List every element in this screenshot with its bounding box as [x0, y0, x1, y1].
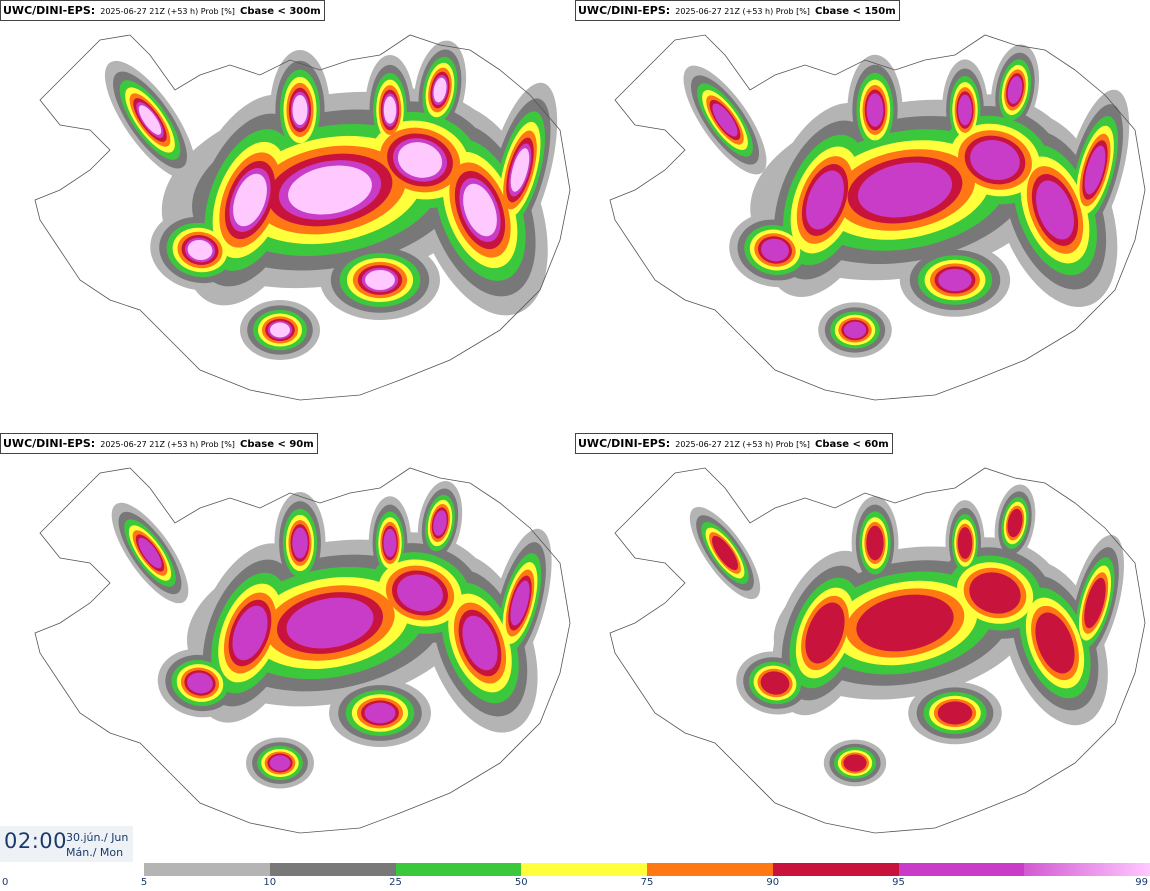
probability-contour — [187, 672, 213, 694]
colorbar-segment — [898, 863, 1025, 876]
panel-title: UWC/DINI-EPS: 2025-06-27 21Z (+53 h) Pro… — [0, 433, 318, 454]
probability-contour — [288, 165, 372, 215]
probability-contour — [233, 173, 267, 227]
probability-contour — [187, 239, 213, 261]
map-panel-cbase-150m: UWC/DINI-EPS: 2025-06-27 21Z (+53 h) Pro… — [575, 0, 1150, 432]
probability-contour — [138, 537, 162, 569]
colorbar-tick-label: 0 — [2, 877, 9, 888]
probability-contour — [138, 105, 162, 135]
colorbar-tick-label: 90 — [766, 877, 780, 888]
probability-contour — [843, 754, 867, 772]
probability-contour — [712, 103, 738, 137]
probability-contour — [957, 527, 973, 559]
probability-contour — [1036, 180, 1074, 240]
probability-contour — [711, 535, 739, 571]
probability-contour — [463, 183, 497, 237]
model-name: UWC/DINI-EPS — [578, 4, 666, 17]
model-name: UWC/DINI-EPS — [578, 437, 666, 450]
probability-contour — [433, 77, 447, 103]
probability-map — [609, 467, 1146, 834]
valid-time-box: 02:00 30.jún./ Jun Mán./ Mon — [0, 826, 133, 862]
probability-contour — [843, 321, 867, 339]
panel-title: UWC/DINI-EPS: 2025-06-27 21Z (+53 h) Pro… — [575, 0, 900, 21]
valid-date-line2: Mán./ Mon — [66, 846, 124, 859]
probability-contour — [364, 702, 396, 724]
colorbar-tick-label: 95 — [892, 877, 905, 888]
probability-contour — [270, 322, 290, 338]
run-info: 2025-06-27 21Z (+53 h) Prob [%] — [100, 7, 235, 16]
probability-contour — [433, 510, 447, 536]
run-info: 2025-06-27 21Z (+53 h) Prob [%] — [675, 440, 810, 449]
colorbar-segment — [395, 863, 522, 876]
colorbar-segment — [144, 863, 270, 876]
probability-contour — [462, 615, 498, 671]
probability-contour — [761, 238, 789, 262]
parameter-label: Cbase < 300m — [240, 6, 321, 17]
probability-contour — [1035, 612, 1075, 674]
probability-contour — [510, 580, 530, 626]
colorbar-segment — [521, 863, 647, 876]
map-panel-cbase-90m: UWC/DINI-EPS: 2025-06-27 21Z (+53 h) Pro… — [0, 433, 575, 865]
probability-contour — [856, 594, 954, 652]
probability-map — [34, 467, 571, 834]
probability-contour — [938, 268, 972, 292]
probability-contour — [232, 605, 268, 661]
probability-contour — [805, 602, 845, 664]
probability-contour — [857, 162, 953, 218]
colorbar-tick-label: 10 — [263, 877, 277, 888]
colorbar-segment — [647, 863, 773, 876]
probability-contour — [937, 701, 973, 725]
valid-time: 02:00 — [4, 829, 68, 853]
probability-contour — [969, 572, 1021, 614]
parameter-label: Cbase < 60m — [815, 439, 889, 450]
colorbar-segment — [269, 863, 396, 876]
colorbar-tick-label: 25 — [389, 877, 402, 888]
probability-contour — [510, 148, 530, 192]
colorbar-tick-label: 50 — [514, 877, 528, 888]
probability-contour — [1007, 508, 1023, 538]
probability-contour — [292, 527, 308, 559]
model-name: UWC/DINI-EPS — [3, 437, 91, 450]
panel-title: UWC/DINI-EPS: 2025-06-27 21Z (+53 h) Pro… — [0, 0, 325, 21]
run-info: 2025-06-27 21Z (+53 h) Prob [%] — [675, 7, 810, 16]
run-info: 2025-06-27 21Z (+53 h) Prob [%] — [100, 440, 235, 449]
valid-date-line1: 30.jún./ Jun — [66, 831, 129, 844]
probability-map — [609, 34, 1146, 401]
probability-contour — [292, 95, 308, 125]
probability-contour — [970, 139, 1020, 181]
probability-contour — [397, 574, 443, 612]
probability-contour — [1007, 76, 1023, 104]
valid-date: 30.jún./ Jun Mán./ Mon — [66, 830, 128, 860]
probability-contour — [1084, 577, 1106, 629]
probability-contour — [866, 525, 884, 561]
map-panel-cbase-300m: UWC/DINI-EPS: 2025-06-27 21Z (+53 h) Pro… — [0, 0, 575, 432]
colorbar-tick-label: 5 — [140, 877, 148, 888]
colorbar-tick-label: 99 — [1135, 877, 1148, 888]
probability-contour — [383, 528, 397, 558]
probability-contour — [1084, 145, 1106, 195]
parameter-label: Cbase < 150m — [815, 6, 896, 17]
probability-contour — [383, 96, 397, 124]
probability-contour — [760, 671, 790, 695]
probability-colorbar — [144, 863, 1150, 876]
map-panel-cbase-60m: UWC/DINI-EPS: 2025-06-27 21Z (+53 h) Pro… — [575, 433, 1150, 865]
probability-contour — [397, 142, 443, 178]
probability-contour — [958, 94, 972, 126]
probability-contour — [866, 93, 884, 127]
panel-title: UWC/DINI-EPS: 2025-06-27 21Z (+53 h) Pro… — [575, 433, 893, 454]
colorbar-segment — [772, 863, 899, 876]
probability-contour — [269, 755, 291, 771]
model-name: UWC/DINI-EPS — [3, 4, 91, 17]
probability-contour — [806, 170, 844, 230]
colorbar-tick-label: 75 — [640, 877, 654, 888]
probability-map — [34, 34, 571, 401]
parameter-label: Cbase < 90m — [240, 439, 314, 450]
probability-contour — [286, 597, 374, 649]
probability-contour — [365, 270, 395, 290]
colorbar-segment — [1024, 863, 1150, 876]
